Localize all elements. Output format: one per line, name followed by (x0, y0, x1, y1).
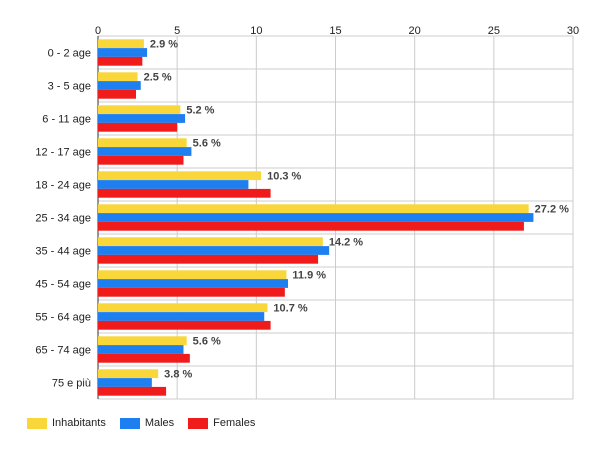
bar-inhabitants (98, 39, 144, 49)
bar-inhabitants (98, 105, 181, 115)
data-label: 5.6 % (193, 335, 221, 347)
bar-inhabitants (98, 369, 159, 379)
x-tick-label: 30 (567, 25, 579, 37)
bar-females (98, 287, 285, 297)
legend-item-females[interactable]: Females (188, 417, 255, 429)
bar-inhabitants (98, 204, 529, 214)
x-tick-label: 20 (409, 25, 421, 37)
bar-males (98, 312, 265, 321)
bar-females (98, 56, 143, 66)
legend-label-inhabitants: Inhabitants (52, 417, 106, 429)
category-label: 35 - 44 age (35, 246, 91, 258)
data-label: 2.5 % (144, 71, 172, 83)
bar-females (98, 353, 190, 363)
legend-swatch-inhabitants (27, 417, 47, 429)
bar-inhabitants (98, 138, 187, 148)
data-label: 14.2 % (329, 236, 363, 248)
category-label: 12 - 17 age (35, 147, 91, 159)
bar-females (98, 122, 178, 132)
data-label: 10.7 % (273, 302, 307, 314)
legend-swatch-males (119, 417, 140, 429)
bar-males (98, 114, 186, 123)
bar-females (98, 320, 271, 330)
category-label: 55 - 64 age (35, 312, 91, 324)
bar-females (98, 254, 319, 264)
legend-label-females: Females (213, 417, 256, 429)
bar-females (98, 188, 271, 198)
bar-females (98, 155, 184, 165)
x-tick-label: 25 (488, 25, 500, 37)
legend: Inhabitants Males Females (27, 417, 269, 429)
data-label: 2.9 % (150, 38, 178, 50)
bar-males (98, 48, 148, 57)
bar-chart: 0 5 10 15 20 25 30 0 - 2 age 2.9 % 3 - 5 age 2.5 %… (35, 25, 579, 400)
category-label: 25 - 34 age (35, 213, 91, 225)
bar-inhabitants (98, 171, 262, 181)
bar-males (98, 81, 141, 90)
category-label: 45 - 54 age (35, 279, 91, 291)
data-label: 3.8 % (164, 368, 192, 380)
legend-item-males[interactable]: Males (119, 417, 175, 429)
x-tick-label: 15 (329, 25, 341, 37)
bar-males (98, 180, 249, 189)
bar-males (98, 213, 534, 222)
bar-inhabitants (98, 336, 187, 346)
category-label: 65 - 74 age (35, 345, 91, 357)
bar-females (98, 386, 167, 396)
data-label: 27.2 % (535, 203, 569, 215)
x-tick-label: 5 (174, 25, 180, 37)
bar-males (98, 279, 288, 288)
data-label: 10.3 % (267, 170, 301, 182)
bar-males (98, 345, 184, 354)
x-tick-label: 0 (95, 25, 101, 37)
bar-females (98, 89, 136, 99)
category-label: 6 - 11 age (42, 114, 91, 126)
bar-males (98, 147, 192, 156)
category-label: 75 e più (52, 378, 91, 390)
bar-inhabitants (98, 237, 323, 247)
x-tick-label: 10 (250, 25, 262, 37)
bar-inhabitants (98, 270, 287, 280)
bar-inhabitants (98, 303, 268, 313)
bar-inhabitants (98, 72, 138, 82)
data-label: 5.2 % (186, 104, 214, 116)
legend-swatch-females (188, 417, 209, 429)
category-label: 0 - 2 age (48, 48, 91, 60)
category-label: 18 - 24 age (35, 180, 91, 192)
bar-males (98, 378, 152, 387)
data-label: 5.6 % (193, 137, 221, 149)
category-label: 3 - 5 age (48, 81, 91, 93)
legend-item-inhabitants[interactable]: Inhabitants (27, 417, 106, 429)
bar-males (98, 246, 330, 255)
bar-females (98, 221, 524, 231)
legend-label-males: Males (144, 417, 175, 429)
data-label: 11.9 % (292, 269, 326, 281)
